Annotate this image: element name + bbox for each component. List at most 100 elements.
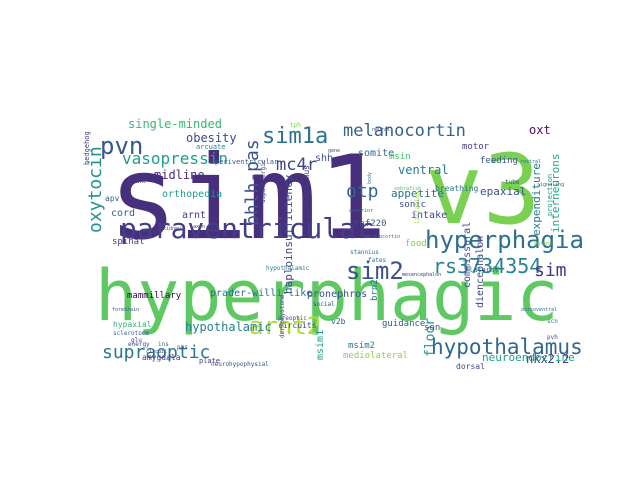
word-87: tube xyxy=(505,179,520,186)
word-36: mammillary xyxy=(127,291,182,301)
word-78: mesencephalon xyxy=(402,272,441,278)
word-16: bhlh-pas xyxy=(242,139,263,226)
word-79: hedgehog xyxy=(83,131,91,165)
word-100: ins xyxy=(158,341,169,348)
word-19: sim xyxy=(534,260,567,281)
word-26: expenditure xyxy=(530,163,543,236)
word-88: dermomyotome xyxy=(279,294,286,338)
word-2: hyperphagic xyxy=(95,255,559,337)
word-67: pvh xyxy=(547,334,558,341)
word-43: spinal xyxy=(112,237,145,247)
word-24: floor xyxy=(423,318,438,357)
word-54: somite xyxy=(358,148,394,159)
word-64: brn2 xyxy=(370,279,380,301)
word-97: mutant xyxy=(534,241,552,247)
word-5: hyperphagia xyxy=(425,226,584,254)
word-69: lateral xyxy=(469,266,499,274)
word-17: mc4r xyxy=(276,155,317,175)
word-96: signaling xyxy=(537,182,564,188)
word-23: hypothalamic xyxy=(185,320,272,334)
word-65: hypothalamic xyxy=(266,265,310,272)
word-52: dorsal xyxy=(456,362,485,371)
word-91: gene xyxy=(328,148,340,154)
word-62: trunk xyxy=(127,178,145,185)
word-7: sim2 xyxy=(346,257,404,285)
word-27: interneurons xyxy=(549,154,562,233)
word-31: epaxial xyxy=(480,185,526,198)
word-70: circuits xyxy=(278,321,317,330)
word-72: plate xyxy=(199,357,220,365)
word-90: tph xyxy=(290,122,301,129)
word-81: circuit xyxy=(146,349,167,355)
word-9: pvn xyxy=(100,132,143,160)
word-18: otp xyxy=(346,181,379,202)
word-21: single-minded xyxy=(128,117,222,131)
word-50: guidance xyxy=(382,319,425,329)
word-95: dorsoventral xyxy=(521,307,557,313)
word-32: intake xyxy=(411,210,447,221)
word-59: rnf220 xyxy=(354,219,387,229)
word-89: melanocortin xyxy=(364,234,400,240)
word-20: obesity xyxy=(186,131,237,145)
word-51: son xyxy=(424,323,440,333)
word-92: neural xyxy=(372,127,390,133)
word-28: ventral xyxy=(398,163,449,177)
word-25: nkx2.2 xyxy=(526,352,569,366)
word-61: apv xyxy=(105,194,120,203)
word-38: neuroendocrine xyxy=(482,351,575,364)
word-37: hypaxial xyxy=(113,320,152,329)
word-75: energy xyxy=(128,341,150,348)
word-41: arnt xyxy=(182,210,206,221)
word-12: hypothalamus xyxy=(431,335,583,359)
word-73: social xyxy=(313,301,335,308)
word-33: haploinsufficiency xyxy=(282,174,295,294)
word-63: prethalamus xyxy=(302,165,311,218)
word-48: msim1 xyxy=(315,330,326,360)
word-44: commissural xyxy=(462,222,473,288)
word-94: rostral xyxy=(520,159,541,165)
word-10: melanocortin xyxy=(343,121,466,141)
word-22: midline xyxy=(154,168,205,182)
word-35: pronephros xyxy=(307,289,367,300)
word-56: motor xyxy=(462,142,490,152)
word-42: cord xyxy=(111,208,135,219)
word-68: scn xyxy=(547,318,558,325)
word-102: body xyxy=(367,172,373,184)
word-14: oxytocin xyxy=(85,146,106,233)
word-99: axon xyxy=(193,224,205,230)
word-47: msim2 xyxy=(348,341,375,351)
word-40: orthopedia xyxy=(162,189,222,200)
word-30: appetite xyxy=(391,187,444,200)
word-74: sclerotome xyxy=(113,330,150,337)
word-66: arcuate xyxy=(196,143,226,151)
word-104: kidney xyxy=(163,226,181,232)
word-82: stannius xyxy=(350,249,379,256)
word-49: v2b xyxy=(331,317,346,326)
word-84: lactation xyxy=(414,191,421,224)
word-29: oxt xyxy=(529,123,551,137)
word-39: mediolateral xyxy=(343,351,408,361)
word-76: breathing xyxy=(435,184,479,193)
word-53: shh xyxy=(315,153,333,164)
word-11: rs3734354 xyxy=(433,254,541,278)
word-98: forebrain xyxy=(112,307,139,313)
word-85: dopaminergic xyxy=(260,159,267,203)
word-3: v3 xyxy=(425,134,541,246)
word-93: zebrafish xyxy=(394,186,421,192)
word-4: paraventricular xyxy=(120,212,373,245)
word-83: periventricular xyxy=(215,158,278,166)
word-86: fates xyxy=(368,257,386,264)
word-1: sim1 xyxy=(108,131,387,266)
word-58: sonic xyxy=(399,200,426,210)
word-60: food xyxy=(405,239,427,249)
word-57: feeding xyxy=(480,156,518,166)
word-15: vasopressin xyxy=(122,149,228,168)
word-103: anterior xyxy=(349,208,373,214)
word-77: neurohypophysial xyxy=(211,361,269,368)
word-71: preoptic xyxy=(278,315,307,322)
word-105: glu xyxy=(131,337,142,344)
word-80: projection xyxy=(546,174,554,216)
word-8: sim1a xyxy=(262,124,328,149)
word-34: prader-willi-like xyxy=(210,288,312,299)
